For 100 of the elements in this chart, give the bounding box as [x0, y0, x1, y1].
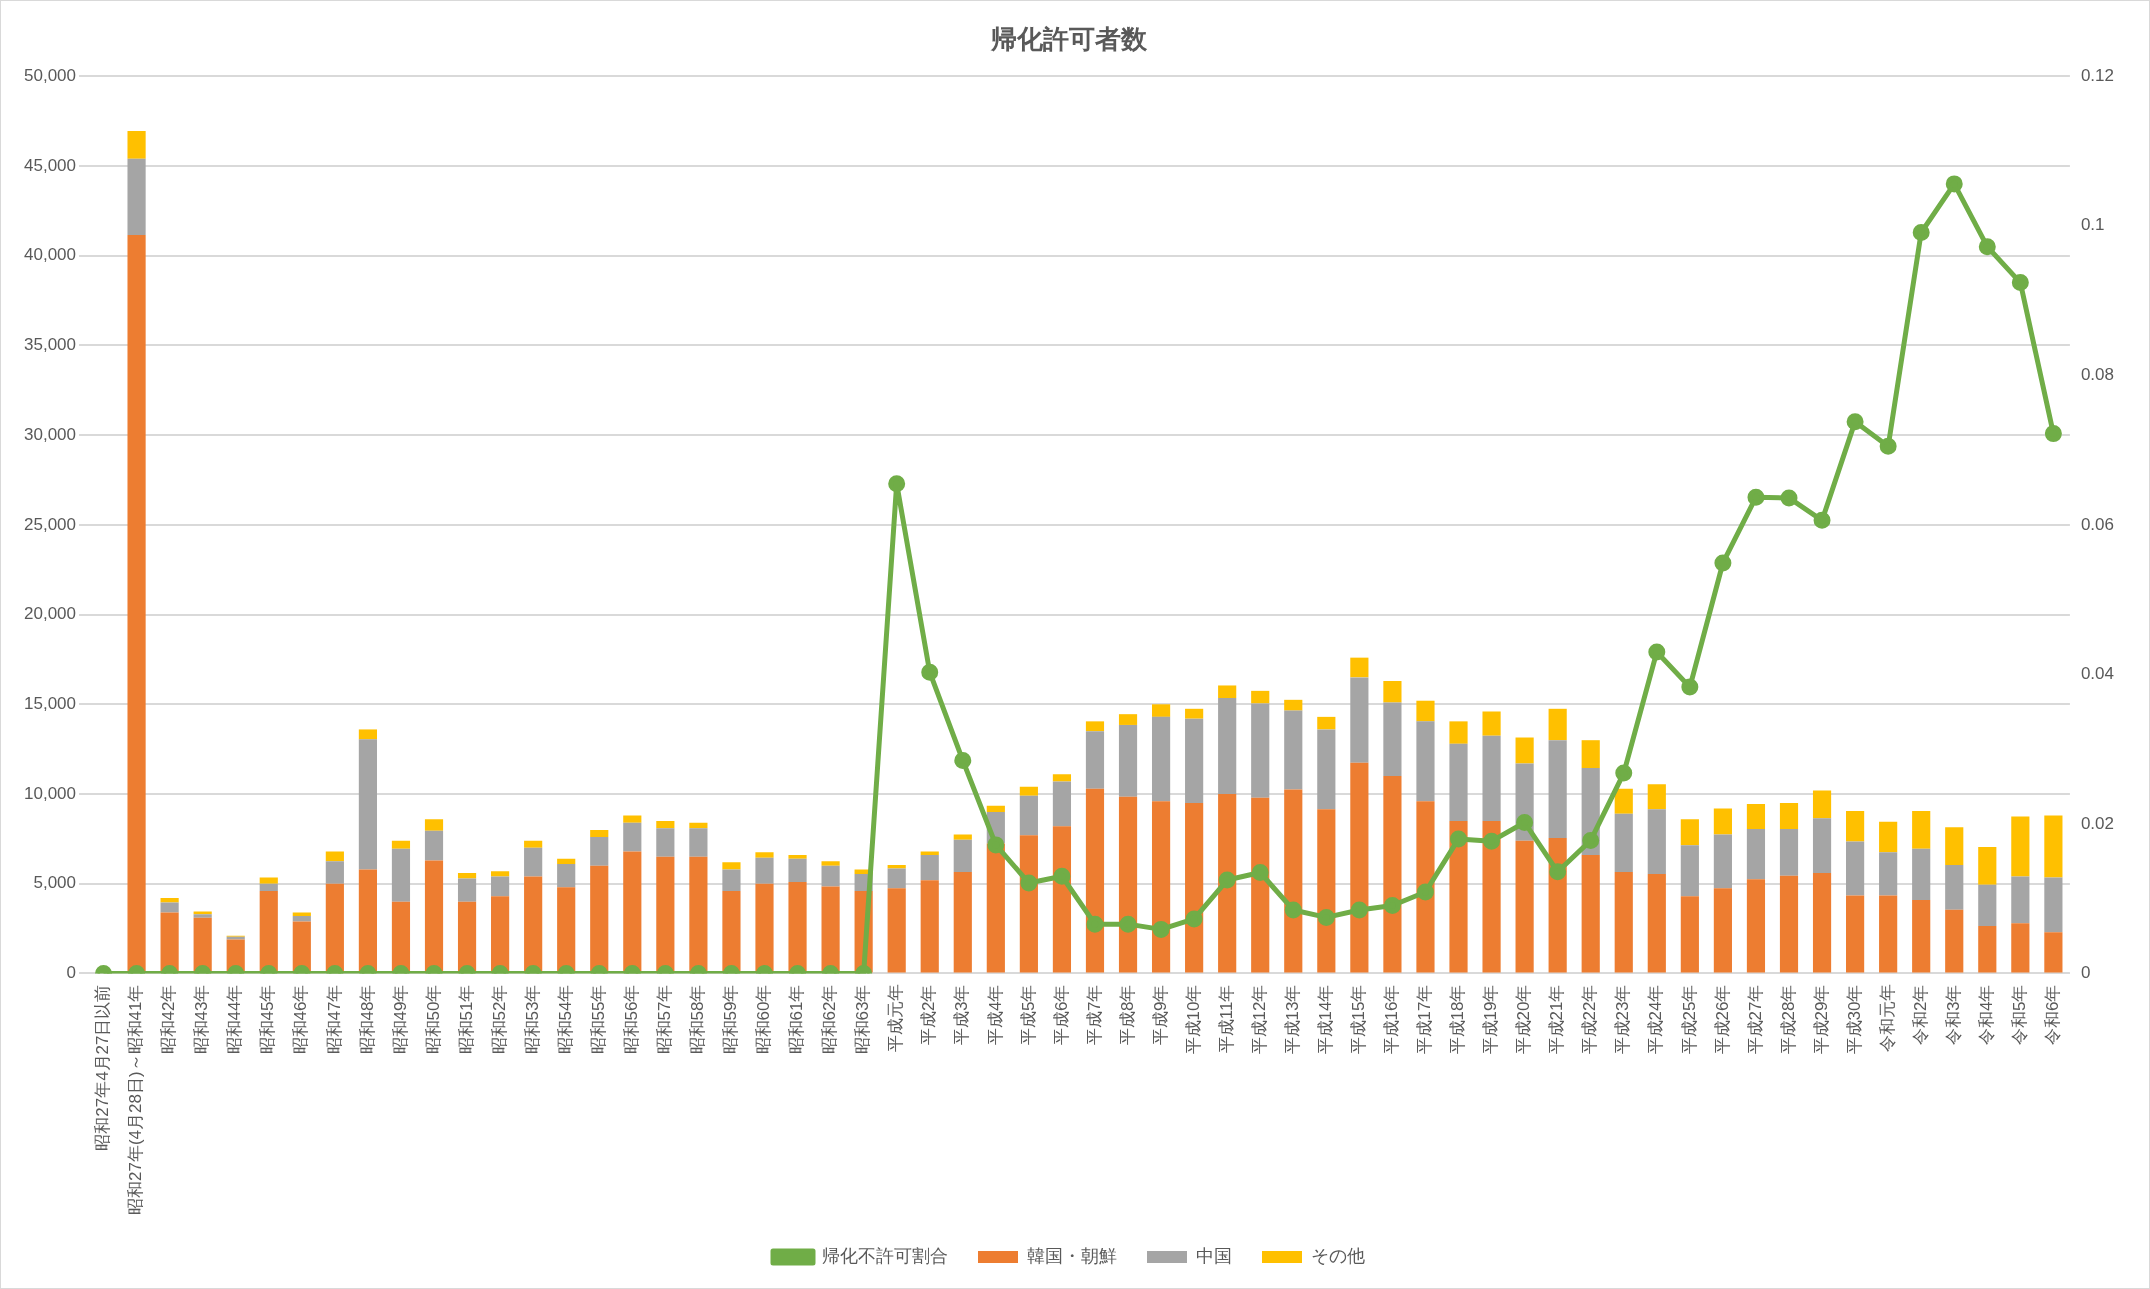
bar [1812, 873, 1832, 973]
x-tick-label: 昭和63年 [853, 984, 873, 1055]
bar [1945, 864, 1964, 910]
y-tick-label: 50,000 [24, 65, 76, 85]
bar [1614, 872, 1633, 973]
bar [1019, 835, 1038, 973]
x-tick-label: 平成28年 [1778, 984, 1798, 1055]
x-tick-label: 平成2年 [919, 984, 939, 1045]
y2-tick-label: 0.12 [2080, 65, 2115, 85]
x-tick-label: 昭和45年 [258, 984, 278, 1055]
bar [1151, 801, 1171, 973]
bar [424, 860, 444, 973]
bar [424, 830, 444, 861]
y2-tick-label: 0.1 [2080, 215, 2105, 235]
bar [391, 848, 411, 902]
point [1681, 678, 1699, 696]
bar [2011, 876, 2030, 924]
x-tick-label: 昭和47年 [324, 984, 344, 1055]
bar [1185, 708, 1204, 719]
bar [1879, 895, 1898, 973]
bar [1449, 743, 1468, 821]
point [1714, 554, 1732, 572]
bar [127, 158, 146, 236]
point [1813, 511, 1831, 529]
bar [491, 871, 510, 877]
x-tick-label: 平成14年 [1316, 984, 1336, 1055]
bar [292, 916, 311, 922]
x-tick-label: 平成25年 [1679, 984, 1699, 1055]
bar [1846, 841, 1865, 896]
bar [1350, 657, 1369, 678]
x-tick-label: 昭和43年 [192, 984, 212, 1055]
bar [259, 883, 278, 891]
x-tick-label: 平成29年 [1811, 984, 1831, 1055]
bar [1085, 731, 1105, 789]
x-tick-label: 昭和52年 [489, 984, 509, 1055]
bar [1846, 895, 1865, 973]
bar [1713, 808, 1732, 835]
y-tick-label: 10,000 [24, 783, 76, 803]
bar [1912, 848, 1931, 900]
x-tick-label: 平成15年 [1349, 984, 1369, 1055]
bar [920, 880, 939, 973]
bar [623, 851, 642, 973]
bar [1449, 820, 1468, 973]
bar [325, 883, 344, 973]
bar [160, 902, 179, 913]
point [954, 751, 972, 769]
bar [292, 912, 311, 917]
x-tick-label: 昭和44年 [225, 984, 245, 1055]
x-tick-label: 昭和55年 [588, 984, 608, 1055]
x-tick-label: 平成30年 [1844, 984, 1864, 1055]
y2-tick-label: 0 [2080, 963, 2091, 983]
bar [953, 872, 972, 973]
bar [1846, 811, 1865, 842]
bar [127, 130, 146, 159]
bar [1515, 737, 1534, 764]
bar [1680, 819, 1699, 846]
bar [1812, 790, 1832, 819]
x-tick-label: 平成26年 [1712, 984, 1732, 1055]
bar [1118, 724, 1138, 797]
bar [1978, 846, 1997, 885]
bar [1284, 789, 1303, 973]
bar [1251, 690, 1270, 704]
bar [1548, 708, 1567, 741]
bar [1647, 809, 1666, 874]
bar [689, 856, 708, 973]
point [2044, 425, 2062, 443]
bar [524, 840, 543, 848]
x-tick-label: 平成8年 [1117, 984, 1137, 1045]
x-tick-label: 平成6年 [1051, 984, 1071, 1045]
bar [391, 901, 411, 973]
bar [1218, 698, 1237, 795]
x-tick-label: 平成4年 [985, 984, 1005, 1045]
bar [1945, 909, 1964, 973]
point [888, 475, 906, 493]
bar [325, 851, 344, 862]
bar [1482, 820, 1501, 973]
x-tick-label: 昭和53年 [522, 984, 542, 1055]
y2-tick-label: 0.04 [2080, 664, 2115, 684]
point [1846, 413, 1864, 431]
bar [127, 235, 146, 973]
bar [1912, 811, 1931, 849]
bar [1085, 721, 1105, 732]
bar [788, 855, 807, 859]
bar [722, 869, 741, 891]
bar [1680, 896, 1699, 973]
bar [1978, 925, 1997, 973]
bar [887, 888, 906, 973]
bar [1052, 774, 1072, 782]
bar [1383, 680, 1402, 703]
x-tick-label: 平成27年 [1745, 984, 1765, 1055]
bar [689, 828, 708, 857]
x-tick-label: 平成21年 [1547, 984, 1567, 1055]
bar [920, 851, 939, 856]
bar [986, 805, 1005, 812]
bar [821, 861, 840, 866]
bar [1581, 855, 1600, 973]
bar [1350, 677, 1369, 763]
bar [1350, 762, 1369, 973]
bar [1879, 821, 1898, 853]
bar [986, 843, 1005, 973]
